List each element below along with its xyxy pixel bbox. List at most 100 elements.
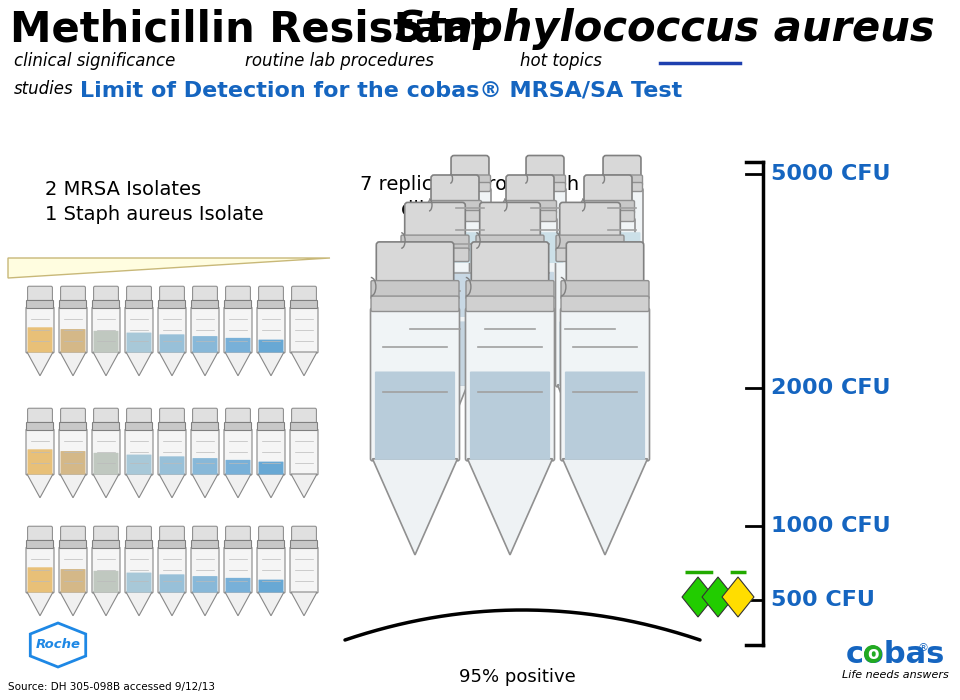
Text: ®: ® [918,643,928,653]
FancyBboxPatch shape [193,576,218,592]
Polygon shape [93,352,119,376]
FancyBboxPatch shape [158,540,185,549]
FancyBboxPatch shape [375,372,455,460]
Polygon shape [31,623,85,667]
Polygon shape [126,592,152,616]
FancyBboxPatch shape [224,547,252,593]
FancyBboxPatch shape [126,423,153,430]
Polygon shape [258,592,284,616]
FancyBboxPatch shape [28,449,53,475]
FancyBboxPatch shape [475,258,544,387]
Polygon shape [583,316,633,378]
FancyBboxPatch shape [92,429,120,475]
FancyBboxPatch shape [400,258,469,387]
Polygon shape [60,592,86,616]
FancyBboxPatch shape [258,580,283,592]
Text: Roche: Roche [36,638,81,652]
FancyBboxPatch shape [258,340,283,353]
FancyBboxPatch shape [60,569,85,592]
Polygon shape [682,577,714,617]
FancyBboxPatch shape [59,547,87,593]
FancyBboxPatch shape [27,540,54,549]
FancyBboxPatch shape [290,547,318,593]
FancyBboxPatch shape [476,235,544,251]
Polygon shape [126,474,152,498]
FancyBboxPatch shape [604,232,640,263]
Text: 7 replicates from each: 7 replicates from each [360,175,580,194]
FancyBboxPatch shape [92,540,119,549]
FancyBboxPatch shape [431,272,479,317]
FancyBboxPatch shape [449,183,491,192]
FancyBboxPatch shape [258,408,283,424]
FancyBboxPatch shape [257,540,284,549]
FancyBboxPatch shape [257,429,285,475]
FancyBboxPatch shape [561,281,649,299]
Polygon shape [27,474,53,498]
FancyBboxPatch shape [376,242,454,285]
Polygon shape [93,474,119,498]
FancyBboxPatch shape [506,175,554,205]
Polygon shape [468,458,553,555]
FancyBboxPatch shape [126,540,153,549]
Circle shape [864,645,882,663]
Polygon shape [192,352,218,376]
FancyBboxPatch shape [28,408,53,424]
FancyBboxPatch shape [431,175,479,205]
FancyBboxPatch shape [404,321,466,386]
FancyBboxPatch shape [371,296,459,312]
Text: 5000 CFU: 5000 CFU [771,164,891,184]
FancyBboxPatch shape [93,408,118,424]
FancyBboxPatch shape [526,155,564,179]
FancyBboxPatch shape [59,307,87,353]
FancyBboxPatch shape [479,321,540,386]
Polygon shape [126,352,152,376]
FancyBboxPatch shape [224,307,252,353]
FancyBboxPatch shape [401,248,469,262]
FancyBboxPatch shape [582,211,635,221]
FancyBboxPatch shape [226,338,251,353]
Text: 1000 CFU: 1000 CFU [771,516,891,536]
FancyBboxPatch shape [257,307,285,353]
FancyBboxPatch shape [159,408,184,424]
FancyBboxPatch shape [451,232,489,263]
FancyBboxPatch shape [292,286,317,302]
FancyBboxPatch shape [371,281,459,299]
FancyBboxPatch shape [193,286,217,302]
FancyBboxPatch shape [466,308,555,461]
FancyBboxPatch shape [226,408,251,424]
Polygon shape [430,316,480,378]
FancyBboxPatch shape [125,307,153,353]
FancyBboxPatch shape [193,336,218,353]
FancyBboxPatch shape [524,188,566,264]
FancyBboxPatch shape [93,453,118,475]
FancyBboxPatch shape [60,526,85,542]
FancyBboxPatch shape [582,200,635,214]
FancyBboxPatch shape [524,183,565,192]
Text: routine lab procedures: routine lab procedures [245,52,434,70]
Text: Limit of Detection for the cobas® MRSA/SA Test: Limit of Detection for the cobas® MRSA/S… [80,80,683,100]
FancyBboxPatch shape [603,155,641,179]
FancyBboxPatch shape [92,547,120,593]
Polygon shape [192,474,218,498]
FancyBboxPatch shape [503,218,557,318]
Polygon shape [60,474,86,498]
FancyBboxPatch shape [258,526,283,542]
FancyBboxPatch shape [127,454,152,475]
Text: Source: DH 305-098B accessed 9/12/13: Source: DH 305-098B accessed 9/12/13 [8,682,215,692]
FancyBboxPatch shape [27,300,54,309]
FancyBboxPatch shape [158,300,185,309]
FancyBboxPatch shape [125,547,153,593]
FancyBboxPatch shape [224,429,252,475]
FancyBboxPatch shape [451,155,489,179]
FancyBboxPatch shape [506,272,554,317]
FancyBboxPatch shape [26,429,54,475]
FancyBboxPatch shape [28,286,53,302]
FancyBboxPatch shape [561,296,649,312]
FancyBboxPatch shape [191,540,219,549]
Polygon shape [225,474,251,498]
FancyBboxPatch shape [191,307,219,353]
FancyBboxPatch shape [291,540,318,549]
FancyBboxPatch shape [127,286,152,302]
FancyBboxPatch shape [428,200,482,214]
FancyBboxPatch shape [371,308,460,461]
